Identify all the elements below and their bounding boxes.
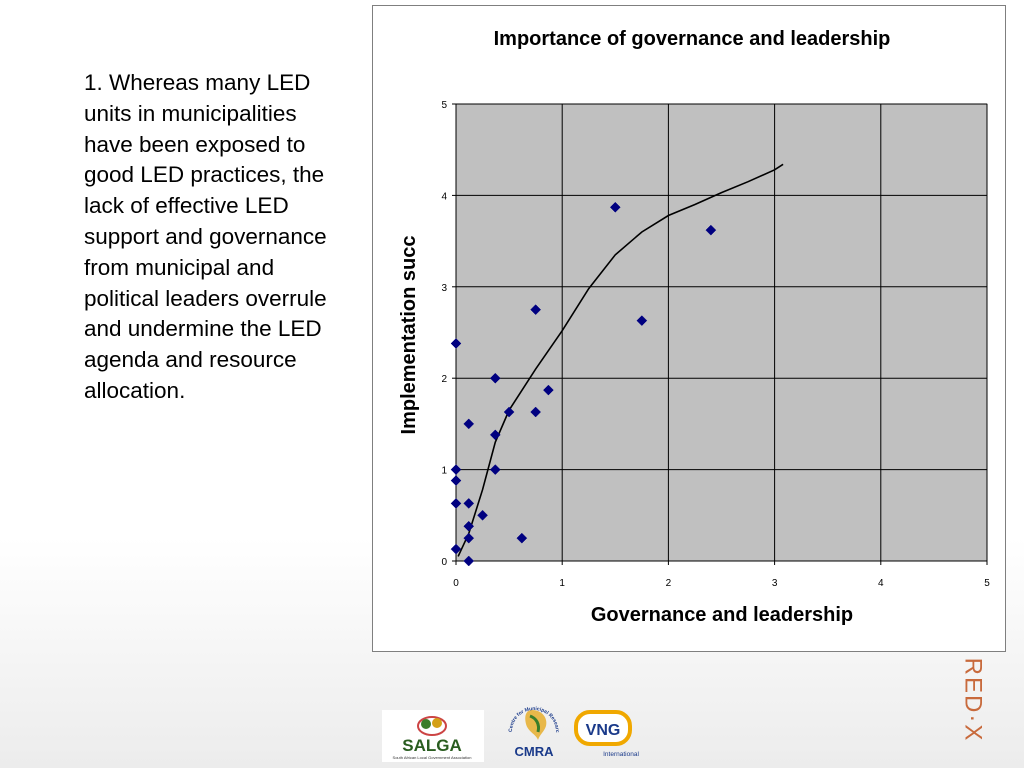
data-point bbox=[463, 418, 475, 430]
y-tick-label: 0 bbox=[441, 557, 447, 568]
trend-line bbox=[457, 163, 784, 557]
data-point bbox=[463, 532, 475, 544]
data-point bbox=[477, 509, 488, 521]
data-point bbox=[503, 406, 515, 418]
data-point bbox=[489, 429, 501, 441]
data-point bbox=[489, 372, 501, 384]
x-tick-label: 4 bbox=[878, 578, 884, 589]
data-point bbox=[450, 475, 462, 486]
salga-subtitle: South African Local Government Associati… bbox=[393, 755, 472, 760]
x-axis-ticks: 0 1 2 3 4 5 bbox=[453, 561, 990, 589]
y-tick-label: 1 bbox=[441, 466, 447, 477]
grid-lines bbox=[455, 103, 988, 562]
salga-logo: SALGA South African Local Government Ass… bbox=[382, 710, 484, 762]
data-point bbox=[530, 304, 542, 316]
redx-brand-mark: RED·X bbox=[944, 657, 1000, 743]
y-tick-label: 5 bbox=[441, 100, 447, 111]
plot-area bbox=[455, 103, 988, 562]
y-tick-label: 2 bbox=[441, 374, 447, 385]
vng-logo: VNG International bbox=[572, 708, 646, 760]
salga-wordmark: SALGA bbox=[402, 736, 462, 755]
data-point bbox=[450, 543, 462, 555]
data-point bbox=[636, 315, 648, 326]
data-point bbox=[516, 532, 528, 544]
data-point bbox=[463, 520, 475, 532]
body-text: 1. Whereas many LED units in municipalit… bbox=[84, 70, 327, 403]
data-point bbox=[450, 464, 462, 475]
x-tick-label: 1 bbox=[559, 578, 565, 589]
cmra-logo: Centre for Municipal Research & Advice C… bbox=[500, 694, 566, 760]
chart-title: Importance of governance and leadership bbox=[494, 28, 891, 50]
y-tick-label: 3 bbox=[441, 283, 447, 294]
data-point bbox=[530, 406, 542, 418]
x-tick-label: 3 bbox=[772, 578, 778, 589]
data-point bbox=[463, 555, 475, 567]
y-tick-label: 4 bbox=[441, 191, 447, 202]
data-point bbox=[489, 464, 501, 475]
data-point bbox=[450, 498, 462, 509]
x-tick-label: 2 bbox=[666, 578, 672, 589]
x-tick-label: 0 bbox=[453, 578, 459, 589]
chart-frame: Importance of governance and leadership … bbox=[372, 5, 1006, 652]
vng-subtitle: International bbox=[603, 751, 639, 758]
redx-wordmark: RED·X bbox=[959, 657, 987, 743]
cmra-wordmark: CMRA bbox=[515, 744, 555, 759]
data-point bbox=[463, 498, 475, 509]
scatter-chart: Importance of governance and leadership … bbox=[398, 28, 990, 626]
data-point bbox=[609, 201, 621, 213]
y-axis-label: Implementation succ bbox=[398, 236, 420, 435]
data-point bbox=[543, 384, 554, 396]
y-axis-ticks: 0 1 2 3 4 5 bbox=[441, 100, 456, 568]
data-point bbox=[705, 224, 717, 236]
data-points bbox=[450, 201, 717, 567]
x-axis-label: Governance and leadership bbox=[591, 604, 853, 626]
x-tick-label: 5 bbox=[984, 578, 990, 589]
data-point bbox=[450, 338, 462, 349]
vng-wordmark: VNG bbox=[586, 722, 621, 739]
